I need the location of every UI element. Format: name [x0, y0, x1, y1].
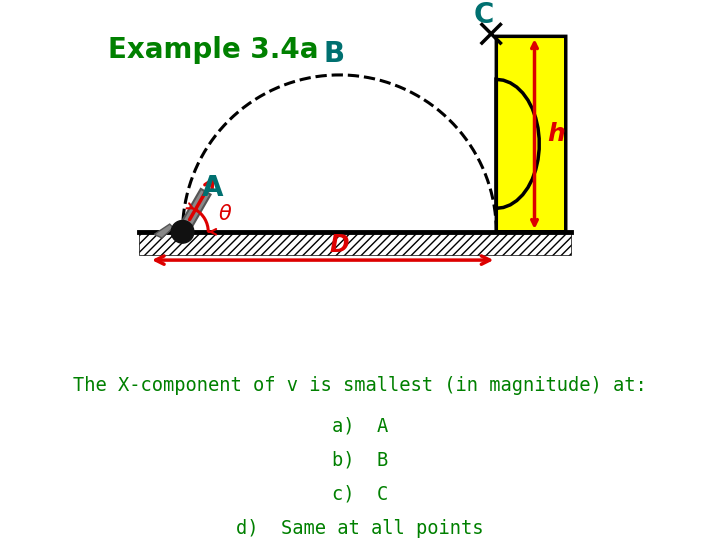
Text: Example 3.4a: Example 3.4a [108, 36, 318, 64]
Polygon shape [178, 189, 210, 235]
Circle shape [171, 220, 194, 243]
Text: d)  Same at all points: d) Same at all points [236, 519, 484, 538]
Text: c)  C: c) C [332, 485, 388, 504]
Polygon shape [154, 224, 174, 238]
Polygon shape [496, 36, 566, 232]
Text: B: B [324, 40, 345, 68]
Text: b)  B: b) B [332, 451, 388, 470]
Text: The X-component of v is smallest (in magnitude) at:: The X-component of v is smallest (in mag… [73, 376, 647, 395]
Text: h: h [547, 122, 565, 146]
Text: C: C [473, 2, 494, 30]
Text: a)  A: a) A [332, 417, 388, 436]
Text: D: D [330, 233, 349, 256]
Text: A: A [202, 174, 224, 202]
Text: $\theta$: $\theta$ [217, 205, 232, 225]
